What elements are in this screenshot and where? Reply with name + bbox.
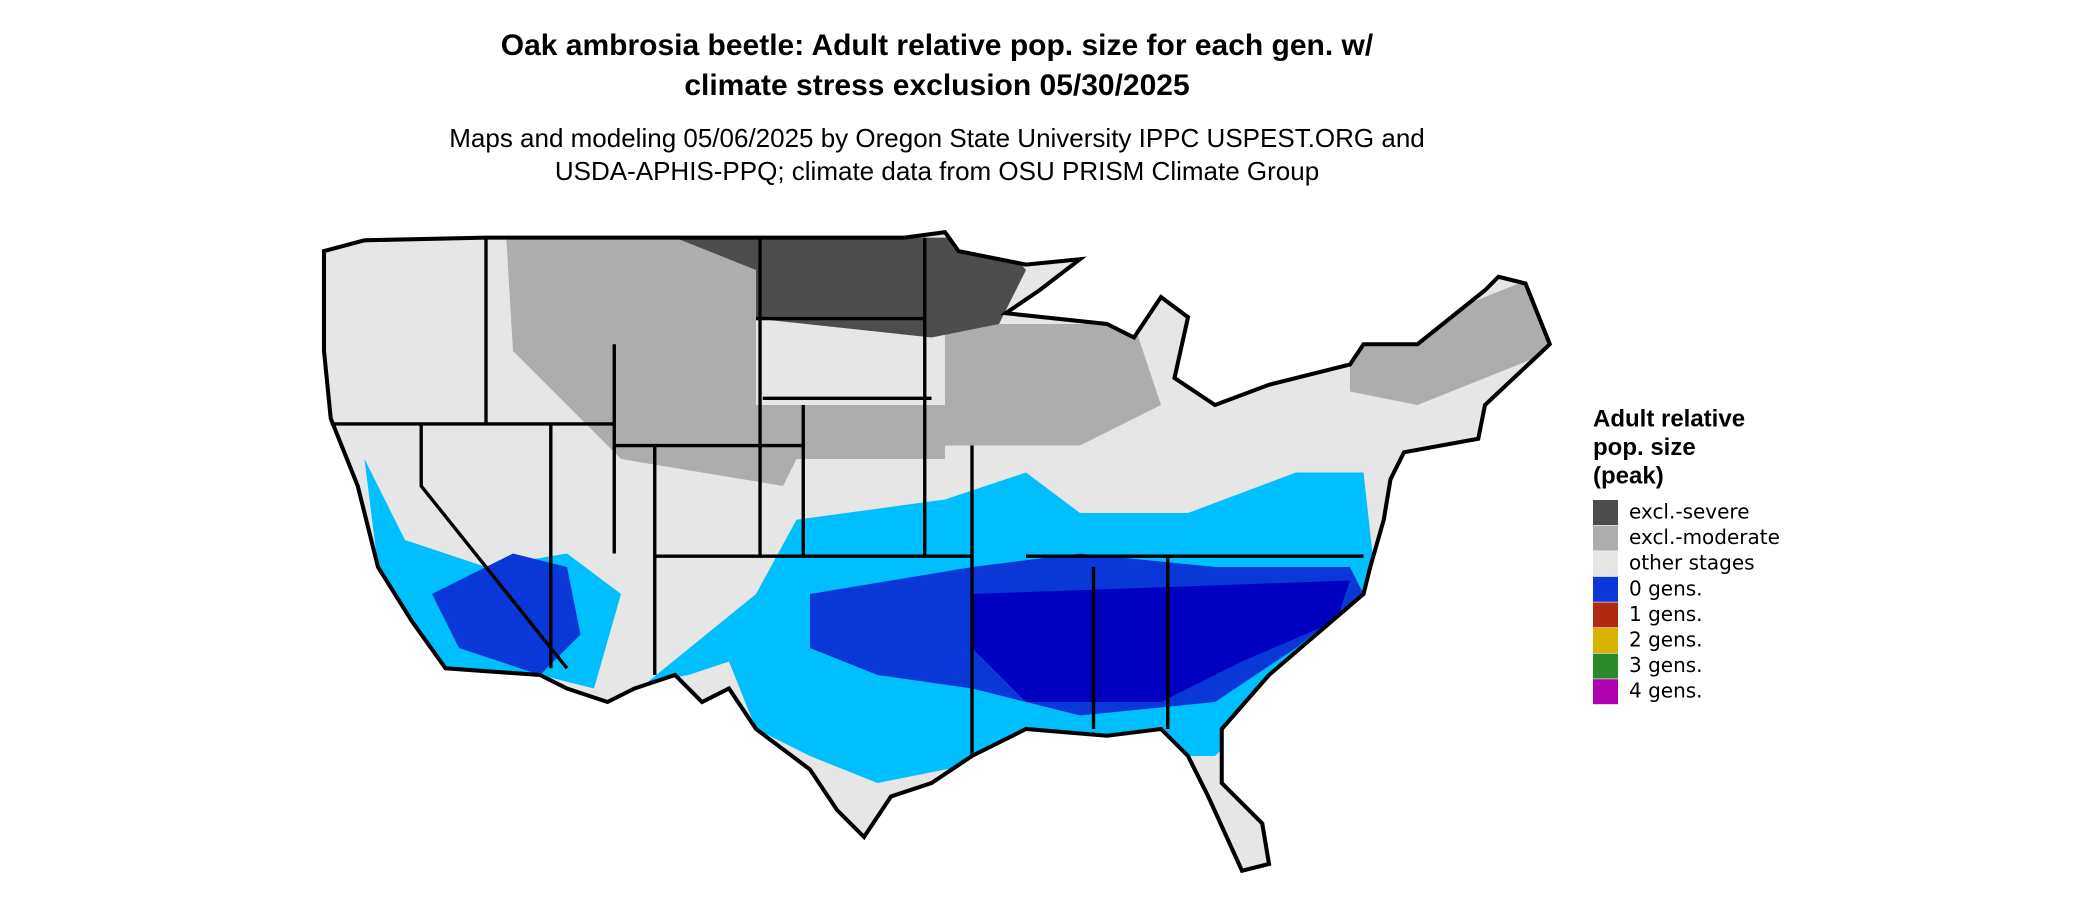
legend-label: excl.-moderate <box>1629 525 1780 549</box>
legend-swatch <box>1593 628 1618 653</box>
legend-label: 3 gens. <box>1629 653 1703 677</box>
legend-title: (peak) <box>1593 462 1664 489</box>
legend-swatch <box>1593 576 1618 602</box>
us-map <box>321 230 1553 874</box>
map-moderate <box>1350 270 1550 406</box>
legend-label: other stages <box>1629 551 1755 575</box>
legend-title: pop. size <box>1593 434 1696 461</box>
legend-label: 4 gens. <box>1629 679 1703 703</box>
legend-swatch <box>1593 551 1618 577</box>
legend-label: excl.-severe <box>1629 500 1750 524</box>
legend-label: 1 gens. <box>1629 602 1703 626</box>
legend-swatch <box>1593 525 1618 551</box>
legend-label: 0 gens. <box>1629 576 1703 600</box>
map-severe <box>675 237 1026 338</box>
subtitle: USDA-APHIS-PPQ; climate data from OSU PR… <box>555 156 1319 186</box>
legend-title: Adult relative <box>1593 405 1745 432</box>
title: Oak ambrosia beetle: Adult relative pop.… <box>501 29 1374 62</box>
map-region-blue <box>432 553 581 675</box>
subtitle: Maps and modeling 05/06/2025 by Oregon S… <box>449 123 1425 153</box>
legend-swatch <box>1593 500 1618 525</box>
legend-swatch <box>1593 602 1618 628</box>
title: climate stress exclusion 05/30/2025 <box>684 69 1189 102</box>
us-outline <box>321 230 1553 874</box>
legend-swatch <box>1593 679 1618 705</box>
map-region-dark <box>972 580 1350 702</box>
legend-label: 2 gens. <box>1629 628 1703 652</box>
map-moderate <box>945 324 1161 446</box>
legend-swatch <box>1593 653 1618 679</box>
state-lines <box>330 237 1364 757</box>
